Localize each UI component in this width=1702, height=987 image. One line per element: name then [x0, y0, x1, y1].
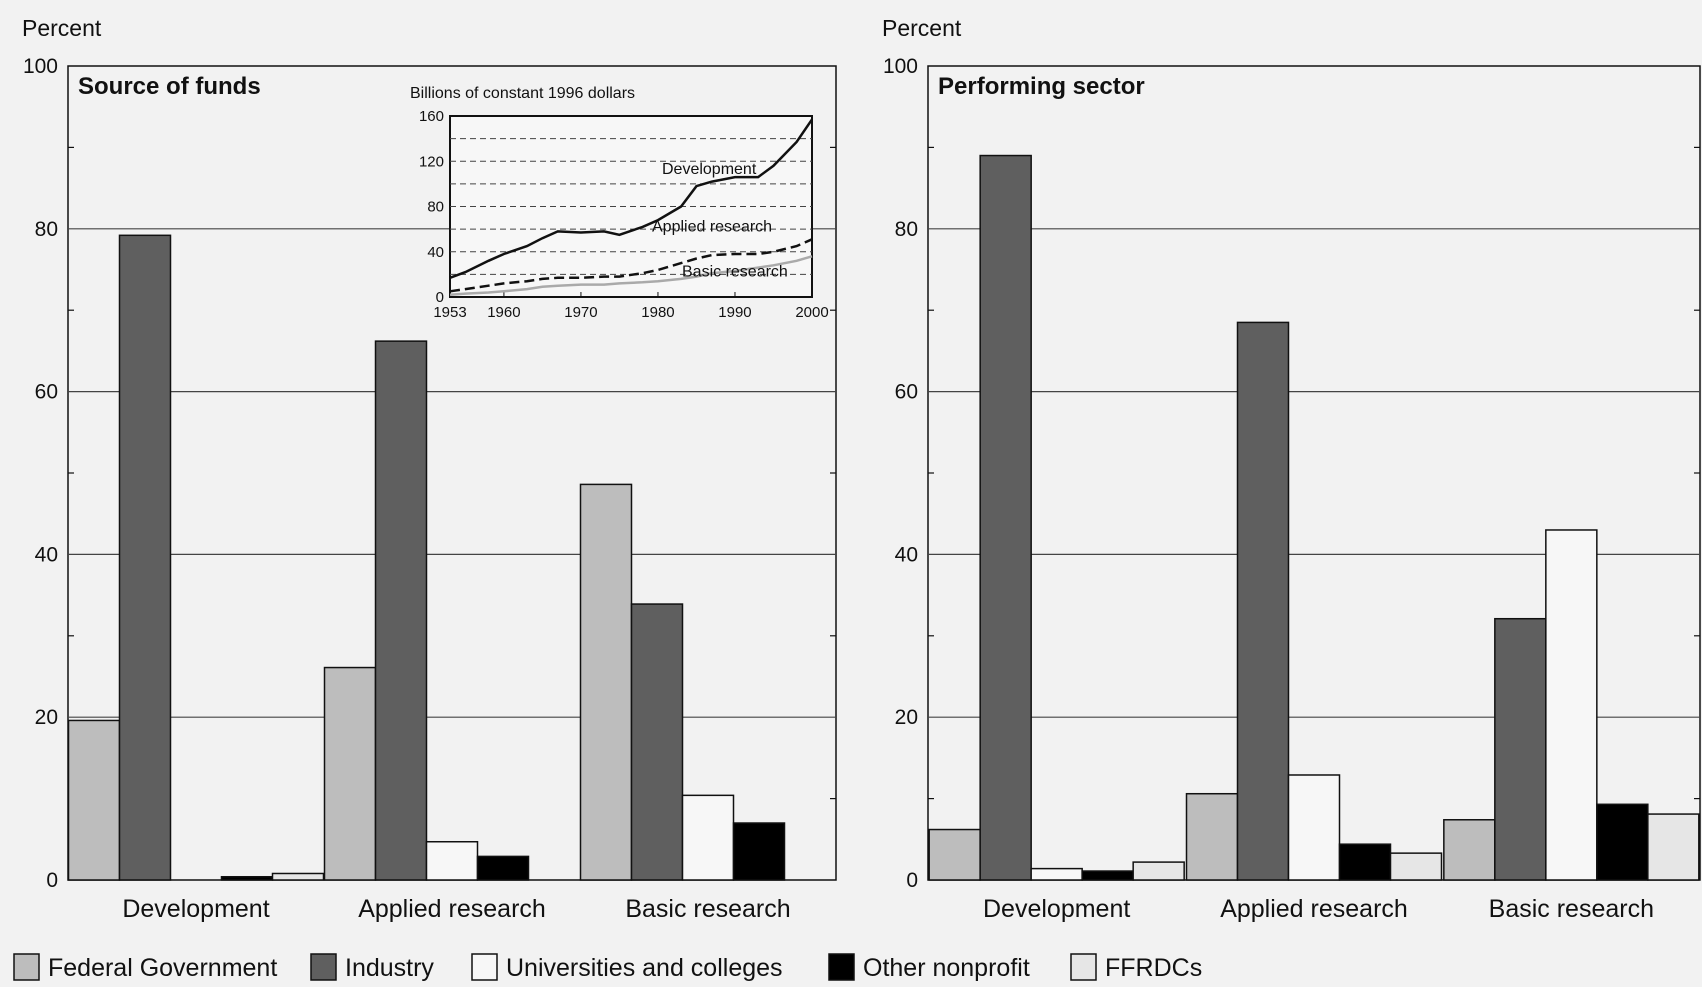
x-category-label: Development [122, 895, 269, 923]
panel-performing-sector: 0 20 40 60 80 100 Percent Performing sector Deve… [882, 15, 1701, 923]
inset-y-tick-label: 80 [427, 199, 444, 216]
y-tick-label: 60 [895, 381, 918, 404]
x-category-label: Basic research [625, 895, 790, 923]
bar-applied-research-industry [1236, 321, 1290, 881]
x-category-label: Applied research [1220, 895, 1408, 923]
x-category-label: Basic research [1489, 895, 1654, 923]
bar-basic-research-ffrdcs [1647, 813, 1700, 881]
y-tick-label: 20 [895, 706, 918, 729]
inset-x-tick-label: 1953 [433, 304, 466, 321]
panel-title: Performing sector [938, 73, 1145, 100]
y-tick-label: 80 [35, 218, 58, 241]
legend-label-ffrdcs: FFRDCs [1105, 954, 1202, 982]
legend-swatch-other-nonprofit [828, 953, 855, 981]
inset-series-development [449, 118, 814, 279]
inset-x-tick-label: 1970 [564, 304, 597, 321]
bar-basic-research-universities-and-colleges [681, 794, 735, 881]
legend: Federal Government Industry Universities a… [13, 953, 1202, 982]
legend-swatch-universities-and-colleges [471, 953, 498, 981]
y-tick-label: 0 [46, 869, 58, 892]
inset-series-applied-research [449, 238, 813, 293]
bar-basic-research-other-nonprofit [732, 822, 786, 881]
bar-development-ffrdcs [1132, 861, 1185, 881]
inset-y-tick-label: 120 [419, 153, 444, 170]
bar-applied-research-other-nonprofit [476, 855, 530, 881]
inset-series-label-development: Development [662, 161, 757, 178]
bar-development-federal-government [928, 828, 981, 881]
bar-development-federal-government [67, 719, 121, 881]
y-axis-label: Percent [22, 15, 102, 41]
bar-basic-research-federal-government [1443, 819, 1496, 881]
x-category-label: Applied research [358, 895, 546, 923]
inset-line-chart: 0 40 80 120 160 1953 1960 1970 1980 1990 2000 Billi… [410, 85, 829, 321]
bar-basic-research-federal-government [579, 483, 633, 881]
y-tick-label: 100 [883, 55, 918, 78]
bar-applied-research-universities-and-colleges [425, 840, 479, 881]
y-tick-label: 60 [35, 381, 58, 404]
bar-applied-research-federal-government [1185, 792, 1239, 881]
legend-label-industry: Industry [345, 954, 434, 982]
inset-series-basic-research [449, 255, 813, 296]
y-tick-label: 0 [906, 869, 918, 892]
y-tick-label: 20 [35, 706, 58, 729]
bar-applied-research-ffrdcs [1389, 852, 1443, 881]
y-tick-label: 40 [35, 543, 58, 566]
legend-swatch-federal-government [13, 953, 40, 981]
bar-basic-research-industry [630, 603, 684, 881]
inset-series-label-applied-research: Applied research [652, 218, 772, 235]
bar-basic-research-industry [1494, 617, 1547, 881]
bar-basic-research-universities-and-colleges [1545, 529, 1598, 881]
inset-series-label-basic-research: Basic research [682, 264, 788, 281]
legend-swatch-industry [310, 953, 337, 981]
inset-y-axis-label: Billions of constant 1996 dollars [410, 85, 635, 102]
bar-development-industry [979, 154, 1032, 881]
inset-y-tick-label: 0 [436, 289, 444, 306]
bar-development-universities-and-colleges [1030, 867, 1083, 881]
legend-swatch-ffrdcs [1070, 953, 1097, 981]
bar-development-ffrdcs [271, 872, 325, 881]
bar-basic-research-other-nonprofit [1596, 803, 1649, 881]
bar-development-other-nonprofit [220, 875, 274, 881]
y-axis-label: Percent [882, 15, 962, 41]
bar-applied-research-federal-government [323, 666, 377, 881]
y-tick-label: 80 [895, 218, 918, 241]
y-tick-label: 40 [895, 543, 918, 566]
inset-x-tick-label: 1990 [718, 304, 751, 321]
x-category-label: Development [983, 895, 1130, 923]
inset-y-tick-label: 160 [419, 108, 444, 125]
inset-x-tick-label: 2000 [795, 304, 828, 321]
inset-y-tick-label: 40 [427, 244, 444, 261]
panel-title: Source of funds [78, 73, 261, 100]
y-tick-label: 100 [23, 55, 58, 78]
bar-development-industry [118, 234, 172, 881]
inset-x-tick-label: 1980 [641, 304, 674, 321]
legend-label-federal-government: Federal Government [48, 954, 277, 982]
inset-x-tick-label: 1960 [487, 304, 520, 321]
bar-applied-research-other-nonprofit [1338, 843, 1392, 881]
bar-applied-research-industry [374, 340, 428, 881]
bar-applied-research-universities-and-colleges [1287, 774, 1341, 881]
legend-label-universities-and-colleges: Universities and colleges [506, 954, 783, 982]
legend-label-other-nonprofit: Other nonprofit [863, 954, 1030, 982]
bar-development-other-nonprofit [1081, 870, 1134, 881]
